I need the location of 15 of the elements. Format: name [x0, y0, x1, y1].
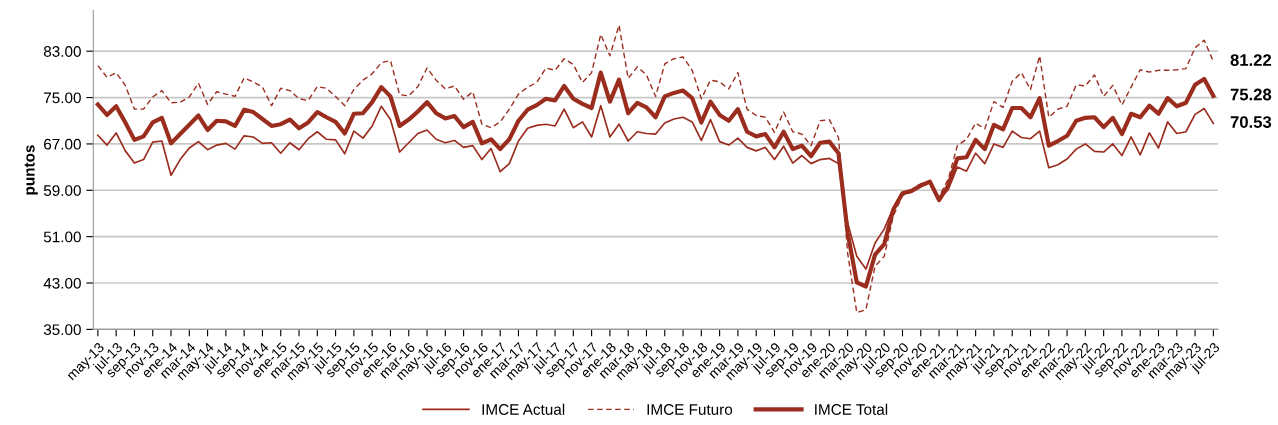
- data-label: 81.22: [1230, 54, 1272, 66]
- y-axis-title: puntos: [24, 145, 38, 195]
- y-tick-label: 35.00: [43, 324, 81, 336]
- y-tick-label: 83.00: [43, 46, 81, 57]
- data-label: 70.53: [1230, 116, 1272, 128]
- legend-label: IMCE Total: [815, 403, 888, 415]
- line-series: [97, 24, 1215, 314]
- data-label: 75.28: [1230, 88, 1272, 101]
- y-tick-label: 59.00: [43, 185, 81, 196]
- y-tick-label: 75.00: [44, 92, 81, 104]
- y-tick-label: 67.00: [44, 138, 81, 150]
- y-tick-label: 43.00: [43, 277, 81, 289]
- legend-label: IMCE Actual: [482, 403, 565, 415]
- y-tick-label: 51.00: [43, 231, 81, 243]
- legend-label: IMCE Futuro: [647, 404, 733, 415]
